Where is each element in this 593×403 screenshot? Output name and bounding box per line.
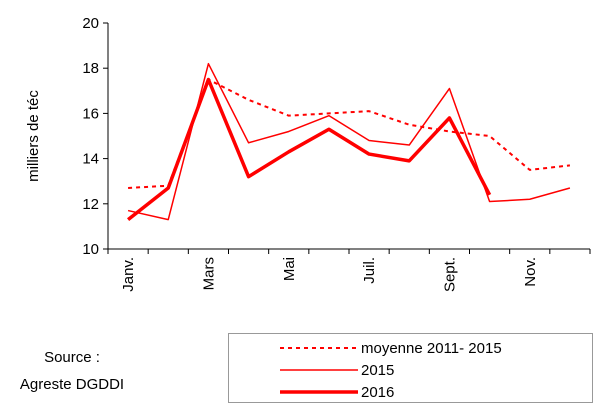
- x-tick-label: Mars: [200, 257, 217, 290]
- y-tick-label: 18: [82, 60, 99, 77]
- y-tick-label: 14: [82, 151, 99, 168]
- x-tick-label: Sept.: [441, 257, 458, 292]
- legend-label: 2016: [361, 384, 394, 401]
- legend-label: moyenne 2011- 2015: [361, 340, 502, 357]
- source: Agreste DGDDI: [20, 376, 124, 393]
- x-tick-label: Juil.: [361, 257, 378, 284]
- x-tick-label: Janv.: [120, 257, 137, 292]
- source: Source :: [44, 349, 100, 366]
- y-tick-label: 20: [82, 15, 99, 32]
- x-tick-label: Nov.: [522, 257, 539, 287]
- y-tick-label: 16: [82, 105, 99, 122]
- series-line: [127, 77, 492, 221]
- legend-label: 2015: [361, 362, 394, 379]
- y-tick-label: 12: [82, 196, 99, 213]
- x-tick-label: Mai: [281, 257, 298, 281]
- y-tick-label: 10: [82, 241, 99, 258]
- series-line: [127, 62, 571, 221]
- y-axis-label: milliers de téc: [25, 90, 42, 182]
- series-line: [128, 78, 571, 189]
